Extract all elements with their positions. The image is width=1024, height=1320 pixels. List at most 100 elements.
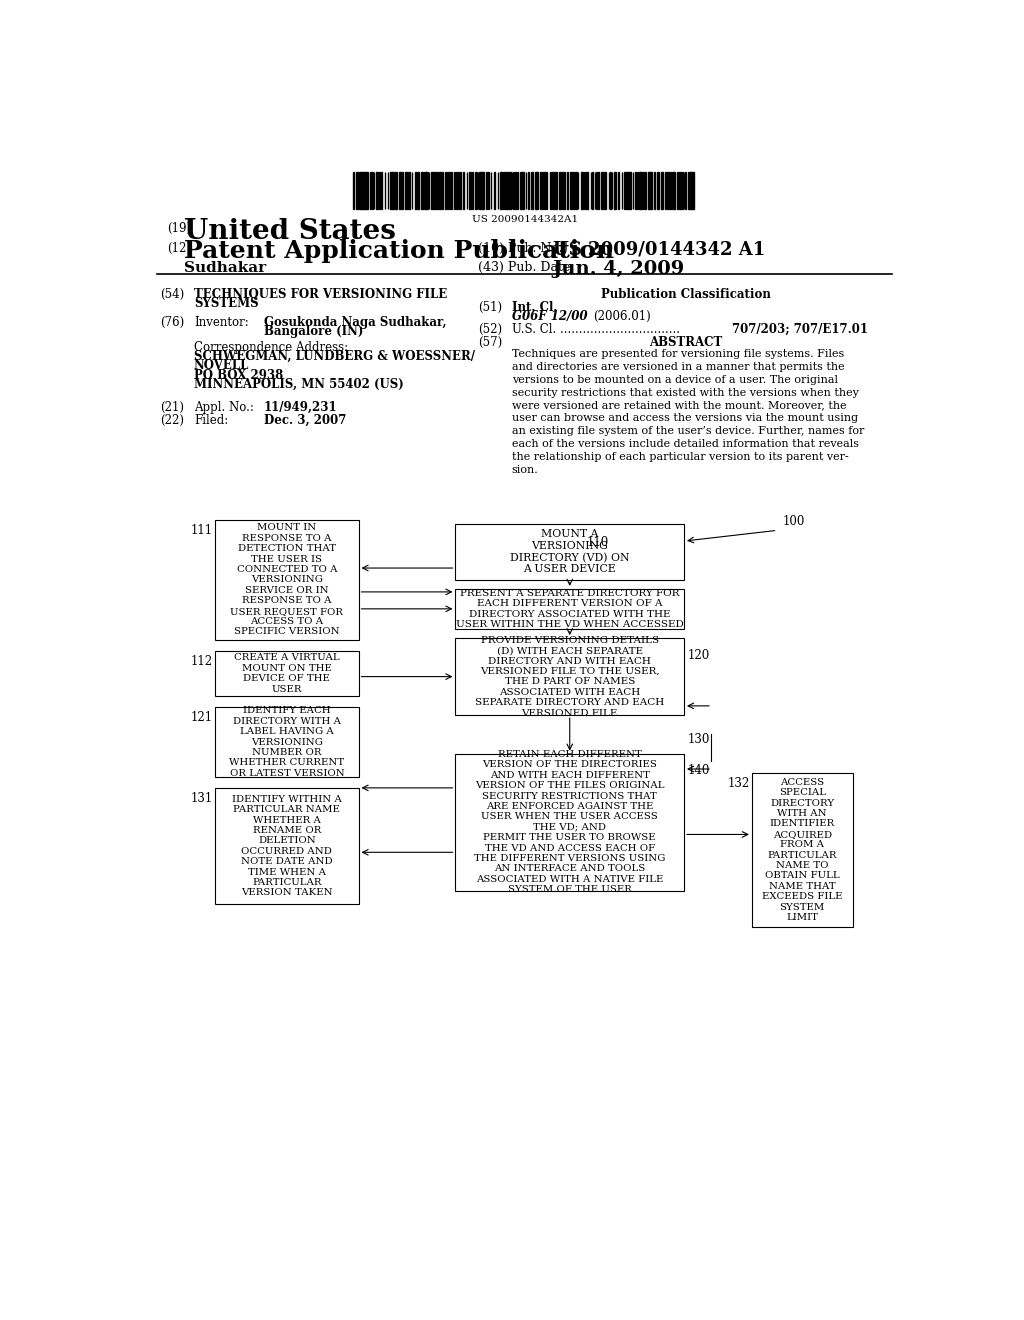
Text: Int. Cl.: Int. Cl. (512, 301, 557, 314)
Bar (575, 172, 577, 209)
Text: 110: 110 (587, 536, 609, 549)
Bar (417, 172, 420, 209)
Bar (515, 172, 516, 209)
Bar (506, 172, 508, 209)
Bar (688, 172, 690, 209)
Text: PROVIDE VERSIONING DETAILS
(D) WITH EACH SEPARATE
DIRECTORY AND WITH EACH
VERSIO: PROVIDE VERSIONING DETAILS (D) WITH EACH… (475, 636, 665, 718)
Text: Appl. No.:: Appl. No.: (194, 401, 254, 414)
Text: SYSTEMS: SYSTEMS (194, 297, 258, 310)
Text: (21): (21) (161, 401, 184, 414)
Bar (469, 172, 471, 209)
Text: Patent Application Publication: Patent Application Publication (183, 239, 614, 263)
Bar (566, 172, 568, 209)
Bar (479, 172, 480, 209)
Text: (76): (76) (161, 317, 184, 329)
Bar (434, 172, 435, 209)
Bar (643, 172, 644, 209)
Bar (650, 172, 652, 209)
Text: (54): (54) (161, 288, 184, 301)
Text: Publication Classification: Publication Classification (601, 288, 771, 301)
Bar (604, 172, 606, 209)
Bar (424, 172, 426, 209)
Bar (449, 172, 451, 209)
Bar (672, 172, 674, 209)
Bar (662, 172, 663, 209)
Text: Bangalore (IN): Bangalore (IN) (263, 326, 362, 338)
Bar (509, 172, 511, 209)
Text: Sudhakar: Sudhakar (183, 261, 266, 275)
Bar (215, 788, 358, 904)
Text: Correspondence Address:: Correspondence Address: (194, 341, 348, 354)
Text: MOUNT IN
RESPONSE TO A
DETECTION THAT
THE USER IS
CONNECTED TO A
VERSIONING
SERV: MOUNT IN RESPONSE TO A DETECTION THAT TH… (230, 524, 343, 636)
Bar (454, 172, 455, 209)
Text: US 2009/0144342 A1: US 2009/0144342 A1 (553, 240, 765, 259)
Bar (627, 172, 629, 209)
Text: 131: 131 (190, 792, 213, 805)
Bar (456, 524, 684, 579)
Text: 707/203; 707/E17.01: 707/203; 707/E17.01 (732, 323, 868, 337)
Bar (531, 172, 534, 209)
Text: Filed:: Filed: (194, 414, 228, 428)
Bar (546, 172, 547, 209)
Text: 120: 120 (687, 649, 710, 661)
Text: TECHNIQUES FOR VERSIONING FILE: TECHNIQUES FOR VERSIONING FILE (194, 288, 447, 301)
Bar (475, 172, 477, 209)
Bar (392, 172, 394, 209)
Bar (481, 172, 483, 209)
Text: (12): (12) (167, 242, 190, 255)
Text: 121: 121 (190, 711, 213, 725)
Text: (52): (52) (478, 323, 503, 337)
Text: 140: 140 (687, 764, 710, 777)
Text: United States: United States (183, 218, 395, 246)
Bar (460, 172, 461, 209)
Bar (404, 172, 407, 209)
Bar (359, 172, 360, 209)
Bar (381, 172, 382, 209)
Bar (456, 589, 684, 628)
Bar (552, 172, 554, 209)
Text: NOVELL: NOVELL (194, 359, 249, 372)
Bar (390, 172, 391, 209)
Text: 100: 100 (783, 515, 805, 528)
Text: 132: 132 (727, 776, 750, 789)
Text: 11/949,231: 11/949,231 (263, 401, 337, 414)
Text: (57): (57) (478, 337, 503, 350)
Bar (617, 172, 620, 209)
Bar (520, 172, 521, 209)
Bar (215, 708, 358, 776)
Text: PRESENT A SEPARATE DIRECTORY FOR
EACH DIFFERENT VERSION OF A
DIRECTORY ASSOCIATE: PRESENT A SEPARATE DIRECTORY FOR EACH DI… (456, 589, 684, 628)
Text: PO BOX 2938: PO BOX 2938 (194, 368, 283, 381)
Text: G06F 12/00: G06F 12/00 (512, 310, 587, 323)
Bar (431, 172, 433, 209)
Text: (43) Pub. Date:: (43) Pub. Date: (478, 261, 574, 273)
Text: RETAIN EACH DIFFERENT
VERSION OF THE DIRECTORIES
AND WITH EACH DIFFERENT
VERSION: RETAIN EACH DIFFERENT VERSION OF THE DIR… (474, 750, 666, 894)
Bar (421, 172, 423, 209)
Bar (356, 172, 358, 209)
Text: (22): (22) (161, 414, 184, 428)
Bar (395, 172, 397, 209)
Bar (399, 172, 400, 209)
Bar (215, 651, 358, 696)
Bar (648, 172, 649, 209)
Bar (408, 172, 410, 209)
Bar (586, 172, 589, 209)
Bar (542, 172, 544, 209)
Text: (10) Pub. No.:: (10) Pub. No.: (478, 242, 567, 255)
Text: CREATE A VIRTUAL
MOUNT ON THE
DEVICE OF THE
USER: CREATE A VIRTUAL MOUNT ON THE DEVICE OF … (234, 653, 340, 693)
Bar (555, 172, 557, 209)
Bar (679, 172, 681, 209)
Bar (463, 172, 464, 209)
Bar (365, 172, 367, 209)
Bar (691, 172, 693, 209)
Bar (500, 172, 503, 209)
Text: IDENTIFY EACH
DIRECTORY WITH A
LABEL HAVING A
VERSIONING
NUMBER OR
WHETHER CURRE: IDENTIFY EACH DIRECTORY WITH A LABEL HAV… (229, 706, 344, 777)
Bar (456, 754, 684, 891)
Bar (667, 172, 669, 209)
Bar (670, 172, 672, 209)
Bar (550, 172, 551, 209)
Bar (630, 172, 631, 209)
Bar (361, 172, 364, 209)
Bar (494, 172, 496, 209)
Text: U.S. Cl. ................................: U.S. Cl. ...............................… (512, 323, 680, 337)
Text: 130: 130 (687, 733, 710, 746)
